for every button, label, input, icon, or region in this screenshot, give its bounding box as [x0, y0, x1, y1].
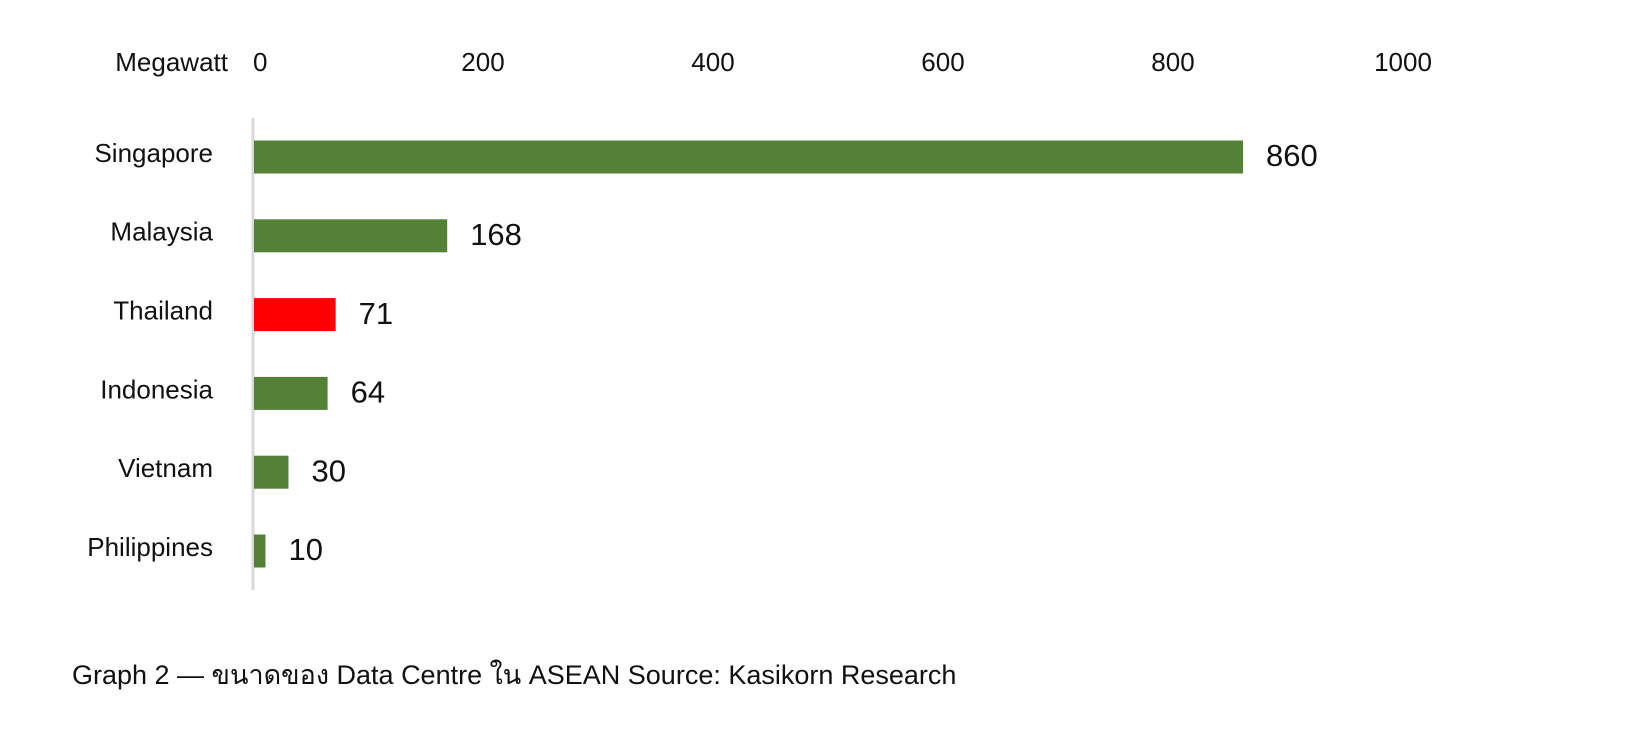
value-label: 30: [312, 453, 346, 488]
bar: [254, 534, 266, 568]
y-tick-label: Thailand: [113, 295, 213, 325]
caption: Graph 2 — ขนาดของ Data Centre ใน ASEAN S…: [72, 659, 956, 690]
y-tick-label: Vietnam: [118, 453, 213, 483]
bar: [254, 455, 289, 489]
value-label: 168: [470, 217, 522, 252]
bar: [254, 298, 336, 332]
x-tick-label: 800: [1151, 47, 1194, 77]
value-label: 64: [351, 375, 385, 410]
x-tick-label: 400: [691, 47, 734, 77]
y-tick-label: Malaysia: [110, 217, 213, 247]
x-tick-label: 200: [461, 47, 504, 77]
bar: [254, 140, 1243, 174]
bar: [254, 219, 448, 253]
value-label: 860: [1266, 138, 1318, 173]
value-label: 10: [289, 532, 323, 567]
y-tick-label: Singapore: [94, 138, 213, 168]
bar: [254, 376, 328, 410]
x-tick-label: 600: [921, 47, 964, 77]
axis-label: Megawatt: [115, 47, 228, 77]
value-label: 71: [359, 296, 393, 331]
y-tick-label: Indonesia: [100, 374, 213, 404]
y-tick-label: Philippines: [87, 532, 213, 562]
x-tick-label: 0: [253, 47, 267, 77]
x-tick-label: 1000: [1374, 47, 1432, 77]
